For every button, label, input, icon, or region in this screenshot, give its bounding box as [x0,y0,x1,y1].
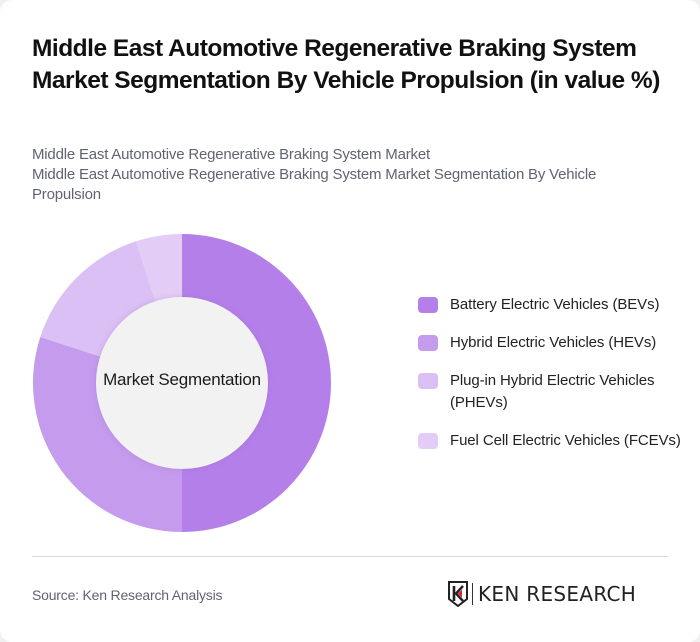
legend-swatch-hev [418,335,438,351]
donut-center-label: Market Segmentation [103,370,261,389]
donut-center [96,297,268,469]
logo-separator [472,583,473,605]
donut-chart [32,234,331,532]
source-note: Source: Ken Research Analysis [32,587,223,603]
legend-item-bev[interactable]: Battery Electric Vehicles (BEVs) [418,294,688,316]
legend-item-fcev[interactable]: Fuel Cell Electric Vehicles (FCEVs) [418,430,688,452]
chart-subtitle: Middle East Automotive Regenerative Brak… [32,145,652,205]
ken-research-logo: KEN RESEARCH [448,581,636,607]
subtitle-line-2: Middle East Automotive Regenerative Brak… [32,166,597,203]
chart-legend: Battery Electric Vehicles (BEVs) Hybrid … [418,294,688,452]
logo-text: KEN RESEARCH [478,582,637,606]
legend-label-fcev: Fuel Cell Electric Vehicles (FCEVs) [450,432,681,449]
legend-label-bev: Battery Electric Vehicles (BEVs) [450,296,660,313]
legend-label-phev: Plug-in Hybrid Electric Vehicles (PHEVs) [450,372,655,411]
legend-swatch-bev [418,297,438,313]
chart-title: Middle East Automotive Regenerative Brak… [32,35,660,94]
legend-swatch-phev [418,373,438,389]
legend-swatch-fcev [418,433,438,449]
legend-item-phev[interactable]: Plug-in Hybrid Electric Vehicles (PHEVs) [418,370,688,414]
footer-divider [32,556,668,557]
legend-label-hev: Hybrid Electric Vehicles (HEVs) [450,334,657,351]
subtitle-line-1: Middle East Automotive Regenerative Brak… [32,146,430,163]
legend-item-hev[interactable]: Hybrid Electric Vehicles (HEVs) [418,332,688,354]
ken-research-shield-icon [448,581,468,607]
